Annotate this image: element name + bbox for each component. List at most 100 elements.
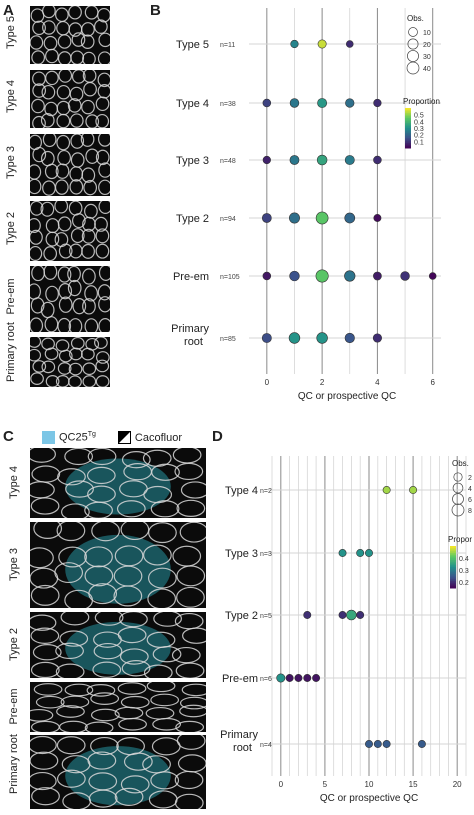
- cell-wall: [68, 201, 83, 216]
- cell-wall: [30, 751, 59, 770]
- data-point: [372, 333, 382, 343]
- cell-wall: [98, 179, 110, 196]
- size-legend-label: 30: [423, 54, 431, 61]
- colorbar-segment: [405, 111, 411, 114]
- data-point: [303, 674, 312, 682]
- colorbar-segment: [450, 567, 456, 570]
- cell-wall: [59, 720, 88, 732]
- size-legend-label: 4: [468, 486, 472, 493]
- cell-wall: [30, 178, 42, 195]
- cell-wall: [45, 375, 60, 387]
- category-label: Type 5: [176, 39, 209, 51]
- data-point: [316, 332, 328, 344]
- colorbar-segment: [450, 586, 456, 589]
- colorbar-segment: [405, 124, 411, 127]
- cell-wall: [177, 754, 206, 773]
- colorbar-segment: [450, 565, 456, 568]
- x-tick-label: 20: [453, 780, 462, 789]
- colorbar-segment: [450, 579, 456, 582]
- cell-wall: [176, 565, 206, 587]
- data-point: [317, 98, 328, 108]
- cell-wall: [82, 298, 96, 315]
- cell-wall: [175, 662, 205, 678]
- x-tick-label: 5: [323, 780, 328, 789]
- cell-wall: [94, 337, 108, 350]
- cell-wall: [81, 22, 95, 37]
- cell-wall: [57, 34, 72, 49]
- cell-wall: [97, 7, 110, 23]
- cell-wall: [60, 695, 90, 709]
- cell-wall: [30, 735, 57, 755]
- cell-wall: [42, 6, 56, 19]
- micrograph-c-0: [30, 448, 206, 518]
- cell-wall: [95, 96, 110, 112]
- cell-wall: [90, 708, 120, 722]
- n-label: n=48: [220, 158, 236, 165]
- cell-wall: [114, 706, 144, 720]
- micrograph-a-1: [30, 70, 110, 128]
- cell-wall: [55, 163, 70, 179]
- cell-wall: [30, 229, 43, 245]
- cell-wall: [44, 163, 59, 180]
- cell-wall: [98, 134, 110, 147]
- panel-c-label: Pre-em: [8, 688, 20, 725]
- data-point: [373, 98, 382, 108]
- data-point: [344, 212, 356, 224]
- colorbar-segment: [450, 575, 456, 578]
- cell-wall: [68, 6, 82, 20]
- colorbar-segment: [450, 553, 456, 556]
- cell-wall: [179, 696, 206, 710]
- n-label: n=6: [260, 676, 272, 683]
- colorbar-segment: [405, 128, 411, 131]
- colorbar-segment: [405, 139, 411, 142]
- data-point: [261, 213, 272, 223]
- data-point: [345, 98, 355, 108]
- data-point: [338, 611, 347, 619]
- colorbar-segment: [405, 144, 411, 147]
- x-axis-label: QC or prospective QC: [320, 793, 418, 804]
- cell-wall: [117, 682, 147, 695]
- cell-wall: [176, 586, 205, 608]
- cell-wall: [68, 362, 83, 376]
- cell-wall: [30, 771, 57, 791]
- data-point: [373, 740, 382, 748]
- cell-wall: [95, 113, 110, 128]
- data-point: [261, 333, 272, 343]
- micrograph-a-5: [30, 337, 110, 387]
- cell-wall: [55, 7, 69, 23]
- data-point: [288, 332, 301, 344]
- cell-wall: [87, 751, 117, 770]
- cell-wall: [40, 201, 55, 217]
- cell-wall: [81, 243, 95, 259]
- cell-wall: [70, 50, 85, 64]
- colorbar-segment: [450, 577, 456, 580]
- chart-d: Type 4 n=2 Type 3 n=3 Type 2 n=5 Pre-em n=6 Prim…: [220, 456, 472, 804]
- x-tick-label: 2: [320, 378, 325, 387]
- cell-wall: [68, 375, 82, 387]
- cell-wall: [56, 705, 85, 718]
- cell-wall: [84, 285, 98, 302]
- cell-wall: [117, 626, 147, 644]
- cell-wall: [40, 150, 55, 167]
- data-point: [382, 740, 391, 748]
- cell-wall: [87, 448, 117, 466]
- cell-wall: [152, 717, 182, 731]
- colorbar-segment: [405, 121, 411, 124]
- cell-wall: [44, 316, 59, 332]
- micrograph-c-1: [30, 522, 206, 608]
- cacofluor-label: Cacofluor: [134, 431, 182, 444]
- cell-wall: [83, 81, 97, 97]
- cell-wall: [58, 349, 73, 363]
- data-point: [262, 155, 271, 165]
- cell-wall: [176, 499, 206, 518]
- cell-wall: [171, 646, 201, 664]
- cell-wall: [90, 692, 120, 705]
- micrograph-c-3: [30, 682, 206, 732]
- cell-wall: [30, 708, 54, 722]
- data-point: [373, 271, 382, 281]
- cell-wall: [45, 218, 60, 234]
- colorbar-tick-label: 0.5: [414, 113, 424, 120]
- panel-c-label: Type 4: [8, 465, 20, 500]
- colorbar-segment: [405, 108, 411, 111]
- cell-wall: [72, 297, 87, 315]
